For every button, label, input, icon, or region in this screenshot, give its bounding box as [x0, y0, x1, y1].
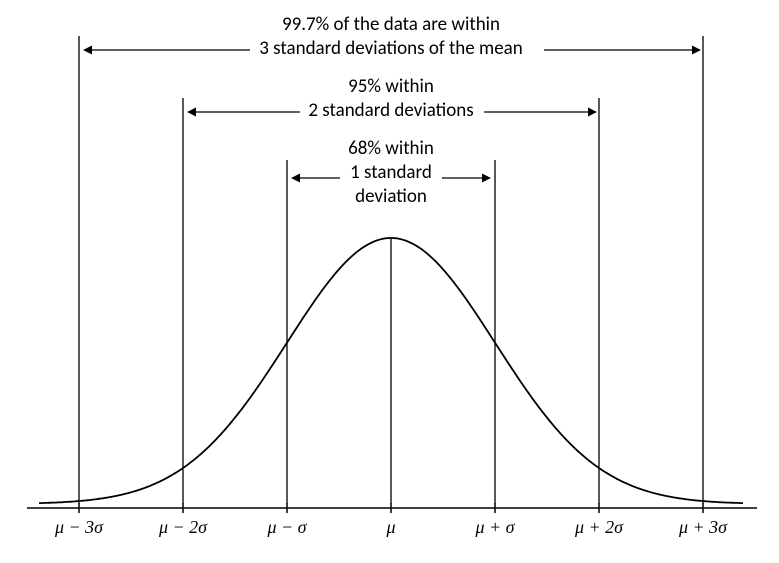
- axis-label-mu-minus-3sigma: μ − 3σ: [54, 517, 104, 537]
- caption-3sigma-line2: 3 standard deviations of the mean: [259, 37, 523, 60]
- axis-label-mu: μ: [385, 517, 395, 537]
- caption-2sigma-line1: 95% within: [348, 75, 434, 98]
- axis-label-mu-plus-3sigma: μ + 3σ: [678, 517, 728, 537]
- axis-label-mu-plus-sigma: μ + σ: [474, 517, 515, 537]
- axis-label-mu-minus-sigma: μ − σ: [266, 517, 307, 537]
- caption-1sigma-line3: deviation: [355, 185, 427, 208]
- axis-label-mu-minus-2sigma: μ − 2σ: [158, 517, 208, 537]
- caption-1sigma-line2: 1 standard: [350, 161, 432, 184]
- empirical-rule-diagram: 99.7% of the data are within 3 standard …: [0, 0, 779, 563]
- caption-1sigma-line1: 68% within: [348, 137, 434, 160]
- caption-3sigma-line1: 99.7% of the data are within: [282, 13, 500, 36]
- caption-2sigma-line2: 2 standard deviations: [308, 99, 473, 122]
- diagram-svg: 99.7% of the data are within 3 standard …: [0, 0, 779, 563]
- axis-label-mu-plus-2sigma: μ + 2σ: [574, 517, 624, 537]
